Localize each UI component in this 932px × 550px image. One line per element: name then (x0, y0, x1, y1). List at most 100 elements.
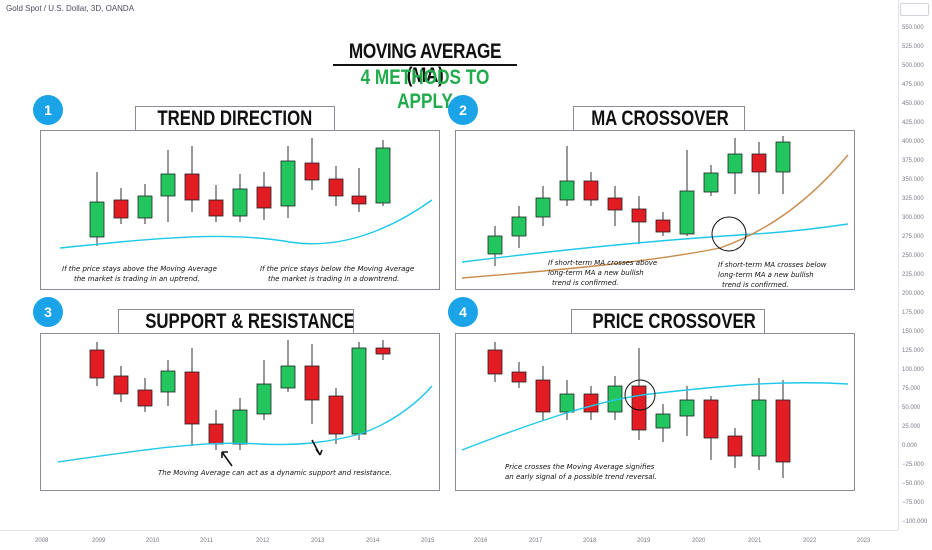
candle-body (208, 199, 224, 217)
candle-body (703, 399, 719, 439)
price-tick-label: 375.000 (902, 158, 924, 164)
candle-body (256, 186, 272, 209)
candle-body (184, 371, 200, 425)
time-tick-label: 2019 (637, 538, 651, 544)
note-line: long-term MA a new bullish (718, 271, 814, 279)
time-tick-label: 2008 (35, 538, 49, 544)
price-tick-label: 25.000 (902, 424, 921, 430)
ma-line-fast (57, 385, 433, 463)
candle-body (280, 365, 296, 389)
time-tick-label: 2017 (529, 538, 543, 544)
candle-body (487, 349, 503, 375)
candle-body (703, 172, 719, 193)
price-tick-label: 0.000 (902, 443, 918, 449)
time-tick-label: 2015 (421, 538, 435, 544)
note-line: If the price stays above the Moving Aver… (62, 265, 217, 273)
candle-body (375, 347, 391, 355)
candle-body (727, 153, 743, 174)
candle-body (89, 201, 105, 238)
candle-body (751, 153, 767, 173)
candle-body (137, 195, 153, 219)
price-scale[interactable] (898, 0, 932, 530)
note-line: If the price stays below the Moving Aver… (260, 265, 415, 273)
candle-body (113, 199, 129, 219)
panel-4-badge: 4 (448, 297, 478, 327)
candle-body (727, 435, 743, 457)
arrow-icon (221, 451, 233, 467)
candle-body (511, 216, 527, 237)
candle-body (137, 389, 153, 407)
note-line: the market is trading in a downtrend. (268, 275, 400, 283)
note-line: Price crosses the Moving Average signifi… (505, 463, 655, 471)
candle-body (184, 173, 200, 201)
panel-1-badge: 1 (33, 95, 63, 125)
panel-2-note-right: If short-term MA crosses below long-term… (718, 260, 826, 290)
time-tick-label: 2018 (583, 538, 597, 544)
candle-body (304, 162, 320, 181)
crossover-circle (711, 216, 747, 252)
note-line: long-term MA a new bullish (548, 269, 644, 277)
time-tick-label: 2023 (857, 538, 871, 544)
panel-4-title: PRICE CROSSOVER (571, 309, 765, 333)
candle-body (256, 383, 272, 415)
price-tick-label: −25.000 (902, 462, 924, 468)
time-scale[interactable] (0, 530, 898, 550)
candle-body (655, 413, 671, 429)
price-tick-label: −50.000 (902, 481, 924, 487)
price-tick-label: 450.000 (902, 101, 924, 107)
time-tick-label: 2022 (803, 538, 817, 544)
candle-body (631, 208, 647, 223)
panel-1-note-right: If the price stays below the Moving Aver… (260, 264, 414, 284)
panel-1-note-left: If the price stays above the Moving Aver… (62, 264, 217, 284)
panel-3-badge: 3 (33, 297, 63, 327)
ma-line-fast (461, 382, 849, 451)
candle-body (751, 399, 767, 457)
candle-body (375, 147, 391, 204)
time-tick-label: 2009 (92, 538, 106, 544)
candle-body (160, 173, 176, 197)
symbol-search-box[interactable] (900, 3, 929, 16)
candle-body (559, 180, 575, 201)
panel-2-title: MA CROSSOVER (573, 106, 745, 130)
price-tick-label: 200.000 (902, 291, 924, 297)
candle-body (607, 197, 623, 211)
price-tick-label: 350.000 (902, 177, 924, 183)
price-tick-label: −75.000 (902, 500, 924, 506)
note-line: trend is confirmed. (552, 279, 619, 287)
symbol-header: Gold Spot / U.S. Dollar, 3D, OANDA (6, 4, 135, 13)
time-tick-label: 2013 (311, 538, 325, 544)
panel-2-note-left: If short-term MA crosses above long-term… (548, 258, 657, 288)
candle-body (304, 365, 320, 401)
candle-body (487, 235, 503, 255)
title-underline (333, 64, 517, 66)
crossover-circle (624, 379, 656, 411)
candle-body (583, 393, 599, 413)
candle-body (208, 423, 224, 445)
candle-body (232, 409, 248, 445)
panel-1-title: TREND DIRECTION (135, 106, 335, 130)
candle-body (232, 188, 248, 217)
note-line: the market is trading in an uptrend. (74, 275, 200, 283)
candle-body (511, 371, 527, 383)
main-title: MOVING AVERAGE (MA) (348, 40, 502, 87)
candle-body (535, 379, 551, 413)
candle-body (679, 190, 695, 235)
candle-body (655, 219, 671, 233)
price-tick-label: 175.000 (902, 310, 924, 316)
ma-line-fast (59, 199, 433, 249)
price-tick-label: 500.000 (902, 63, 924, 69)
time-tick-label: 2011 (200, 538, 213, 544)
time-tick-label: 2020 (692, 538, 706, 544)
candle-body (328, 178, 344, 197)
panel-4-note: Price crosses the Moving Average signifi… (505, 462, 657, 482)
price-tick-label: 100.000 (902, 367, 924, 373)
time-tick-label: 2012 (256, 538, 270, 544)
candle-body (113, 375, 129, 395)
sub-title: 4 METHODS TO APPLY (360, 66, 490, 113)
price-tick-label: 425.000 (902, 120, 924, 126)
candle-body (631, 385, 647, 431)
candle-body (280, 160, 296, 207)
candle-body (351, 195, 367, 205)
price-tick-label: −100.000 (902, 519, 928, 525)
arrow-icon (311, 439, 323, 456)
